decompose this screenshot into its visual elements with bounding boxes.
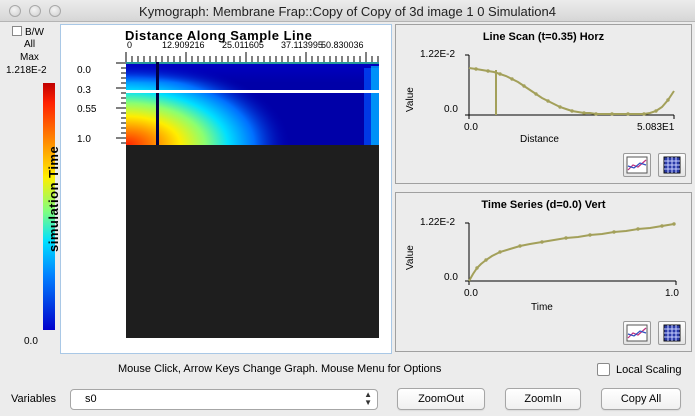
variables-label: Variables <box>11 393 57 405</box>
line-scan-plot[interactable] <box>464 54 684 120</box>
table-icon <box>663 324 681 342</box>
time-series-y-label: Value <box>405 245 416 270</box>
line-scan-trace <box>468 67 675 115</box>
zoom-out-button[interactable]: ZoomOut <box>397 388 485 410</box>
bw-label: B/W <box>25 27 44 38</box>
close-window-button[interactable] <box>9 5 21 17</box>
bw-toggle[interactable]: B/W <box>12 26 44 38</box>
kymo-y-tick: 0.55 <box>77 104 97 115</box>
colorbar-min-value: 0.0 <box>24 336 38 347</box>
all-label[interactable]: All <box>24 39 36 50</box>
table-icon <box>663 156 681 174</box>
bw-checkbox[interactable] <box>12 26 22 36</box>
line-scan-x-min: 0.0 <box>464 122 478 133</box>
window-titlebar: Kymograph: Membrane Frap::Copy of Copy o… <box>0 0 695 22</box>
kymo-x-tick: 12.909216 <box>162 40 205 50</box>
time-series-plot[interactable] <box>464 222 684 288</box>
time-series-trace <box>468 223 675 282</box>
time-series-x-label: Time <box>531 302 553 313</box>
zoom-window-button[interactable] <box>49 5 61 17</box>
local-scaling-label: Local Scaling <box>616 363 682 376</box>
line-scan-x-label: Distance <box>520 134 559 145</box>
time-series-x-min: 0.0 <box>464 288 478 299</box>
window-title: Kymograph: Membrane Frap::Copy of Copy o… <box>139 4 556 19</box>
local-scaling-toggle[interactable]: Local Scaling <box>597 363 681 376</box>
kymograph-empty-region <box>126 145 379 338</box>
kymo-y-tick-marks <box>116 62 126 144</box>
kymo-y-tick: 0.0 <box>77 65 91 76</box>
zoom-in-button[interactable]: ZoomIn <box>505 388 581 410</box>
kymo-x-tick: 50.830036 <box>321 40 364 50</box>
kymo-y-tick: 1.0 <box>77 134 91 145</box>
time-series-plot-view-button[interactable] <box>623 321 651 345</box>
variables-select[interactable]: s0 ▲ ▼ <box>70 389 378 410</box>
colorbar <box>43 83 55 330</box>
kymo-x-tick: 25.011605 <box>222 40 264 50</box>
copy-all-button[interactable]: Copy All <box>601 388 681 410</box>
kymo-x-tick: 37.113995 <box>281 40 323 50</box>
line-scan-y-label: Value <box>405 87 416 112</box>
variables-selected-value: s0 <box>85 393 97 405</box>
kymo-y-tick: 0.3 <box>77 85 91 96</box>
local-scaling-checkbox[interactable] <box>597 363 610 376</box>
max-label: Max <box>20 52 39 63</box>
chart-icon <box>626 156 648 174</box>
time-series-table-view-button[interactable] <box>658 321 686 345</box>
line-scan-table-view-button[interactable] <box>658 153 686 177</box>
time-series-y-min: 0.0 <box>444 272 458 283</box>
line-scan-title: Line Scan (t=0.35) Horz <box>482 31 605 43</box>
select-arrows-icon: ▲ ▼ <box>364 390 372 407</box>
time-series-title: Time Series (d=0.0) Vert <box>481 199 606 211</box>
chart-icon <box>626 324 648 342</box>
time-series-y-max: 1.22E-2 <box>420 217 456 228</box>
line-scan-y-min: 0.0 <box>444 104 458 115</box>
colorbar-max-value: 1.218E-2 <box>6 65 47 76</box>
line-scan-y-max: 1.22E-2 <box>420 49 456 60</box>
kymo-x-tick-marks <box>125 52 379 62</box>
kymograph-heatmap[interactable] <box>126 62 379 145</box>
kymo-y-axis-title: simulation Time <box>46 145 61 252</box>
kymo-x-axis-title: Distance Along Sample Line <box>125 28 313 43</box>
hint-text: Mouse Click, Arrow Keys Change Graph. Mo… <box>118 363 442 375</box>
line-scan-plot-view-button[interactable] <box>623 153 651 177</box>
line-scan-x-max: 5.083E1 <box>637 122 675 133</box>
minimize-window-button[interactable] <box>29 5 41 17</box>
kymo-x-tick: 0 <box>127 40 133 50</box>
time-series-x-max: 1.0 <box>665 288 679 299</box>
